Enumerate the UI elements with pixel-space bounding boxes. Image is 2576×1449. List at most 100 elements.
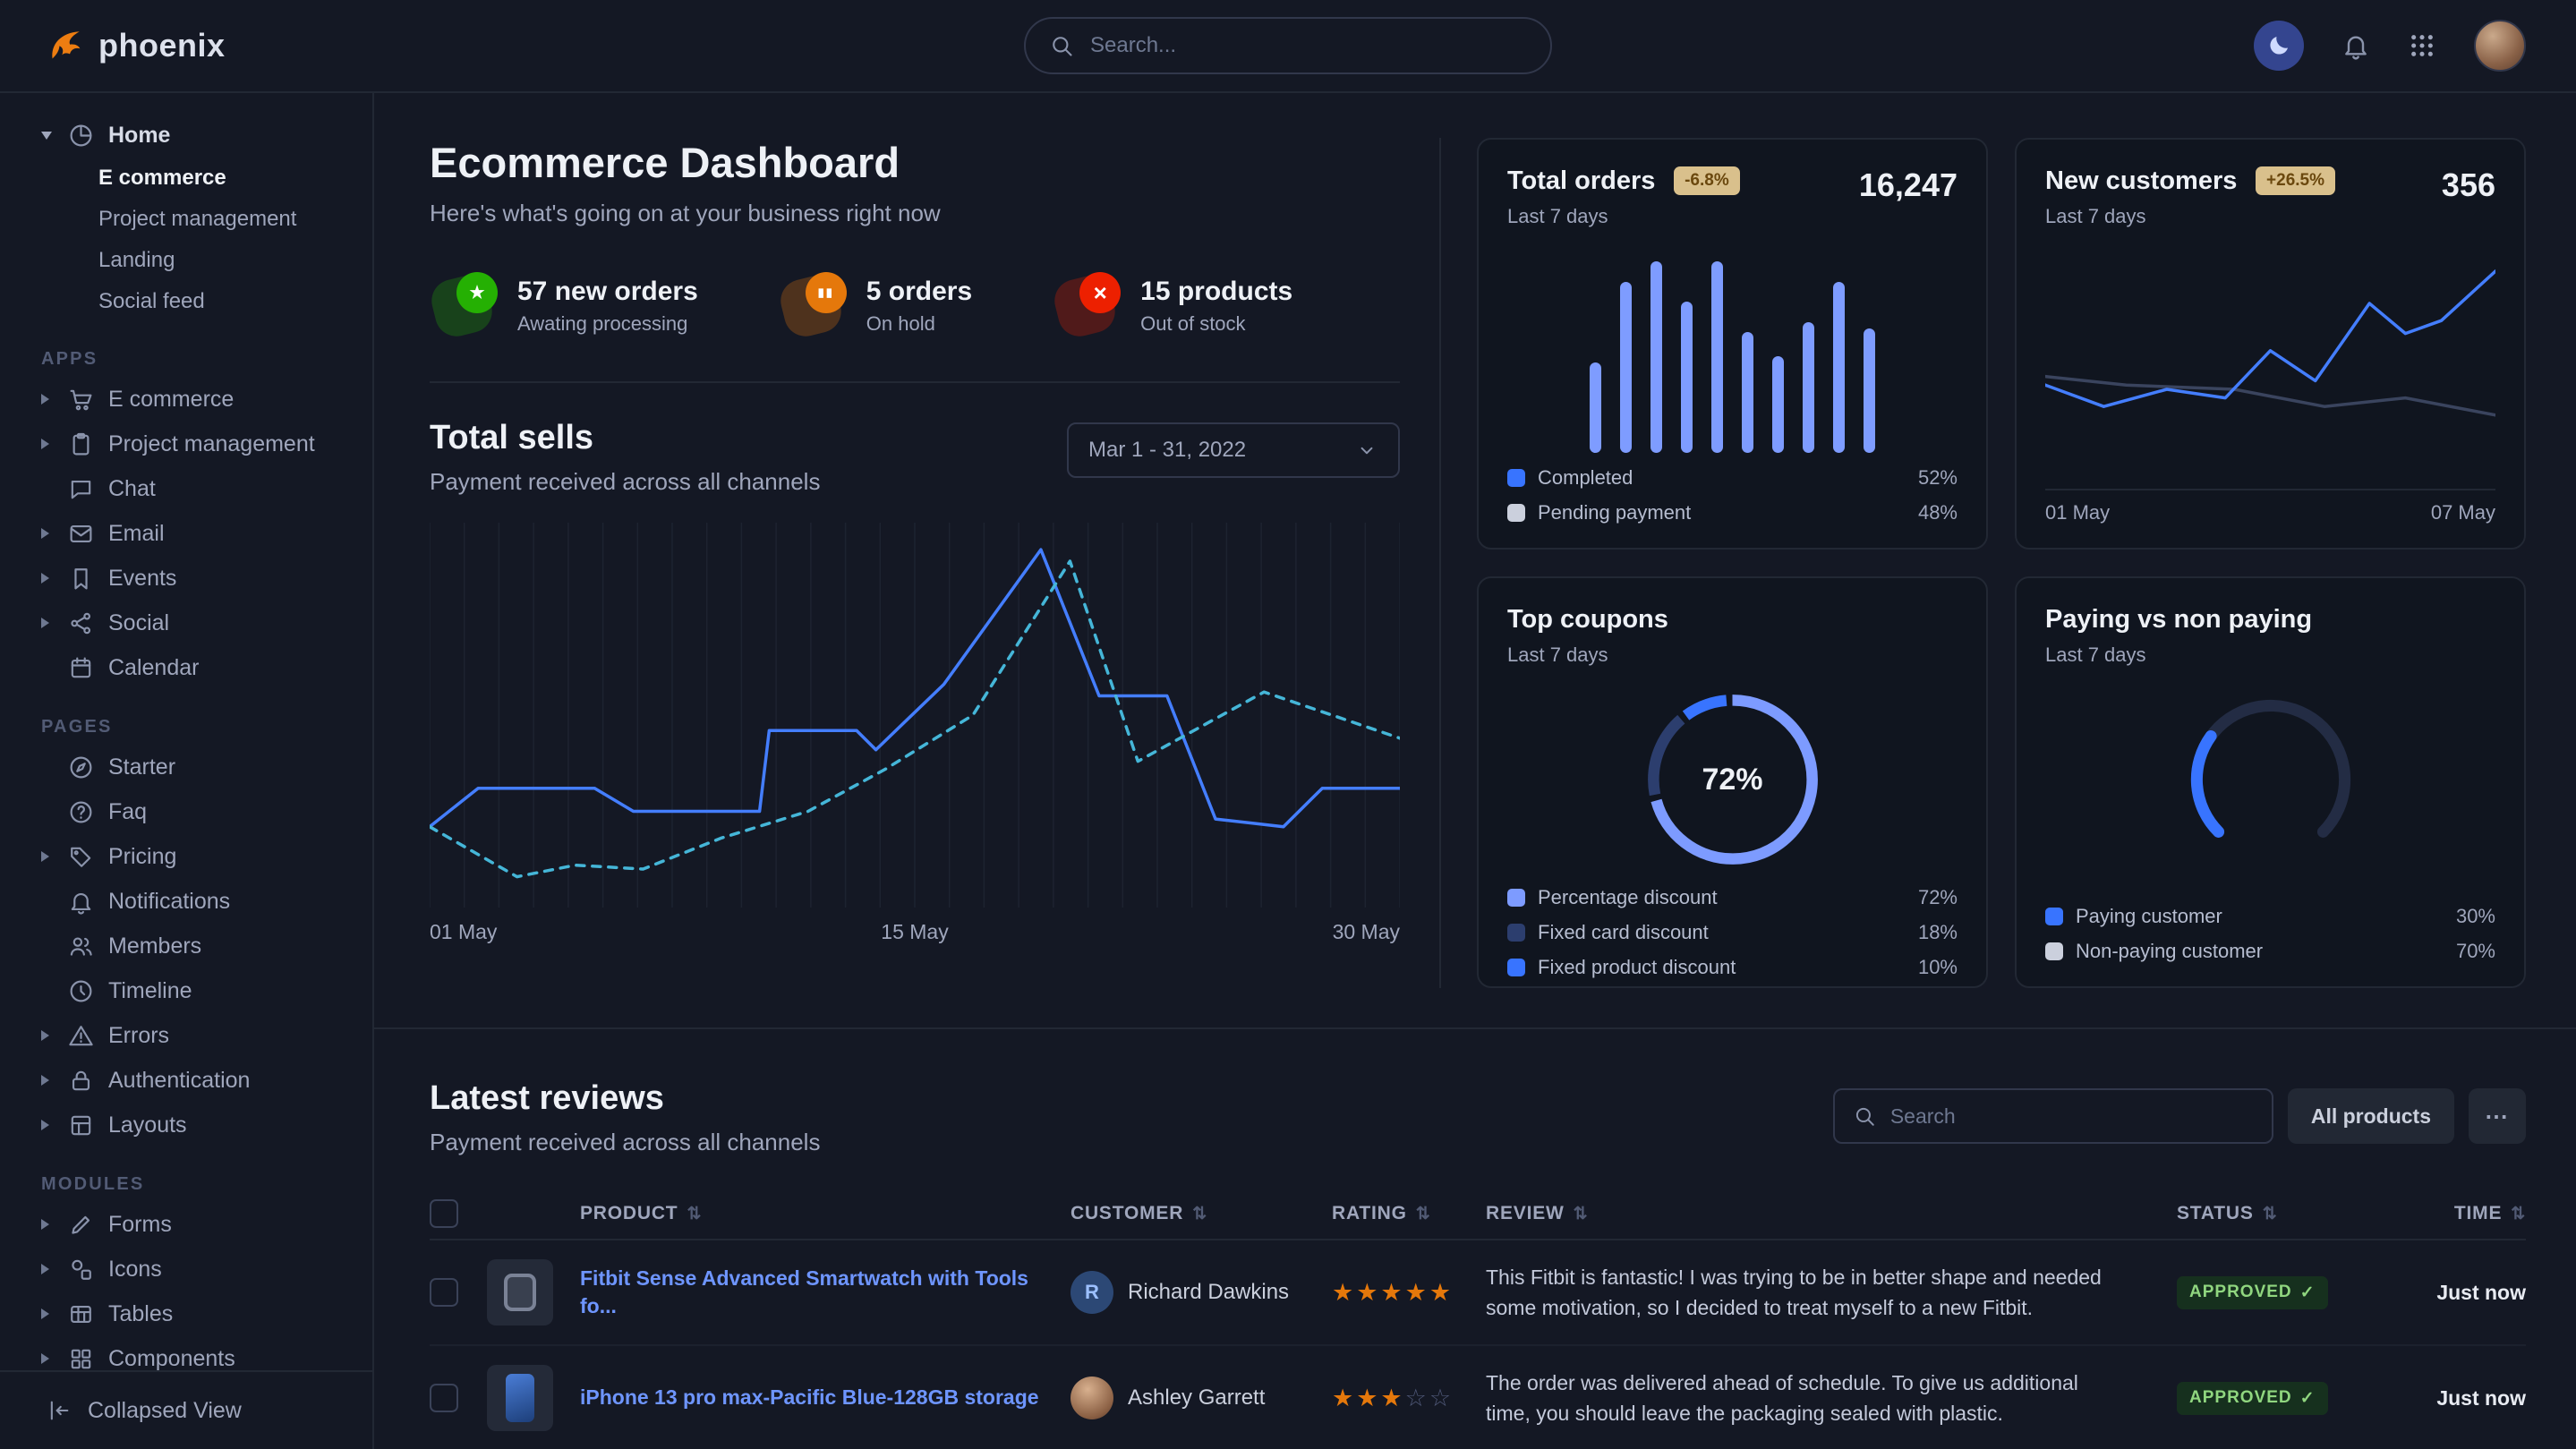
card-title: Paying vs non paying [2045,605,2312,634]
legend-item: Pending payment 48% [1507,501,1958,524]
donut-center-label: 72% [1638,685,1828,874]
card-title: Total orders [1507,166,1655,195]
brand-name: phoenix [98,27,226,64]
brand-logo[interactable]: phoenix [47,27,226,64]
tag-icon [68,844,94,870]
total-sells-x-axis: 01 May 15 May 30 May [430,920,1400,944]
total-sells-subtitle: Payment received across all channels [430,468,820,496]
apps-grid-button[interactable] [2408,31,2436,60]
sidebar-item-pricing[interactable]: Pricing [0,834,372,879]
main-content: Ecommerce Dashboard Here's what's going … [374,93,2576,1449]
card-period: Last 7 days [1507,205,1859,228]
global-search[interactable] [1024,17,1552,74]
column-product[interactable]: PRODUCT⇅ [580,1203,1070,1224]
legend-item: Non-paying customer 70% [2045,940,2495,963]
top-coupons-card: Top coupons Last 7 days 72% Percentage d… [1477,576,1988,988]
collapse-sidebar-button[interactable]: Collapsed View [0,1370,372,1449]
legend-item: Completed 52% [1507,466,1958,490]
column-review[interactable]: REVIEW⇅ [1486,1203,2177,1224]
sidebar-item-errors[interactable]: Errors [0,1013,372,1058]
section-divider [374,1027,2576,1029]
total-orders-value: 16,247 [1859,166,1958,204]
caret-right-icon [41,1308,54,1319]
caret-right-icon [41,1120,54,1130]
row-checkbox[interactable] [430,1384,458,1412]
sidebar-item-chat[interactable]: Chat [0,466,372,511]
page-subtitle: Here's what's going on at your business … [430,200,1400,227]
sidebar-item-icons[interactable]: Icons [0,1247,372,1291]
sidebar-item-ecommerce-app[interactable]: E commerce [0,377,372,422]
sidebar-item-calendar[interactable]: Calendar [0,645,372,690]
compass-icon [68,754,94,780]
total-sells-title: Total sells [430,419,820,457]
select-all-checkbox[interactable] [430,1199,458,1228]
product-link[interactable]: iPhone 13 pro max-Pacific Blue-128GB sto… [580,1384,1070,1411]
search-icon [1853,1104,1876,1128]
sidebar-item-starter[interactable]: Starter [0,745,372,789]
legend-swatch [2045,908,2063,925]
reviews-search-input[interactable] [1889,1104,2254,1129]
sidebar-item-social-feed[interactable]: Social feed [0,281,372,322]
sidebar-item-home[interactable]: Home [0,113,372,158]
sidebar-item-components[interactable]: Components [0,1336,372,1370]
sidebar-item-project-management-dashboard[interactable]: Project management [0,199,372,240]
reviews-search[interactable] [1833,1088,2273,1144]
sidebar-item-layouts[interactable]: Layouts [0,1103,372,1147]
sidebar-item-notifications[interactable]: Notifications [0,879,372,924]
column-time[interactable]: TIME⇅ [2347,1203,2526,1224]
legend-item: Fixed product discount 10% [1507,956,1958,979]
sidebar-item-events[interactable]: Events [0,556,372,601]
check-icon: ✓ [2300,1388,2316,1409]
stat-new-orders: ★ 57 new orders Awating processing [430,274,698,338]
sort-icon: ⇅ [1192,1204,1207,1224]
total-orders-bar-chart [1507,251,1958,453]
column-status[interactable]: STATUS⇅ [2177,1203,2347,1224]
customer-avatar: R [1070,1271,1113,1314]
legend-item: Percentage discount 72% [1507,886,1958,909]
all-products-button[interactable]: All products [2288,1088,2454,1144]
sidebar-item-ecommerce-dashboard[interactable]: E commerce [0,158,372,199]
help-circle-icon [68,799,94,825]
notifications-button[interactable] [2341,31,2370,60]
sort-icon: ⇅ [687,1204,702,1224]
caret-right-icon [41,528,54,539]
sidebar-item-members[interactable]: Members [0,924,372,968]
stat-orders-on-hold: ▮▮ 5 orders On hold [779,274,972,338]
theme-toggle[interactable] [2254,21,2304,71]
column-rating[interactable]: RATING⇅ [1332,1203,1486,1224]
latest-reviews-subtitle: Payment received across all channels [430,1129,820,1156]
sidebar-item-authentication[interactable]: Authentication [0,1058,372,1103]
new-customers-x-axis: 01 May 07 May [2045,489,2495,524]
date-range-select[interactable]: Mar 1 - 31, 2022 [1067,422,1400,478]
sidebar-item-email[interactable]: Email [0,511,372,556]
customer-cell: Ashley Garrett [1070,1377,1332,1419]
sidebar-item-project-management-app[interactable]: Project management [0,422,372,466]
legend-swatch [1507,469,1525,487]
bell-icon [2341,31,2370,60]
sidebar-item-landing[interactable]: Landing [0,240,372,281]
legend-swatch [2045,942,2063,960]
paying-legend: Paying customer 30% Non-paying customer … [2045,893,2495,963]
more-options-button[interactable]: ⋯ [2469,1088,2526,1144]
global-search-input[interactable] [1088,32,1527,59]
stat-value: 5 orders [866,277,972,307]
top-coupons-legend: Percentage discount 72% Fixed card disco… [1507,874,1958,979]
product-image[interactable] [487,1259,553,1325]
lock-icon [68,1068,94,1094]
change-badge: +26.5% [2256,166,2335,195]
mail-icon [68,521,94,547]
caret-right-icon [41,1353,54,1364]
row-checkbox[interactable] [430,1278,458,1307]
sidebar-item-faq[interactable]: Faq [0,789,372,834]
sidebar-item-social[interactable]: Social [0,601,372,645]
product-image[interactable] [487,1365,553,1431]
column-customer[interactable]: CUSTOMER⇅ [1070,1203,1332,1224]
product-link[interactable]: Fitbit Sense Advanced Smartwatch with To… [580,1265,1070,1320]
customer-name: Ashley Garrett [1128,1385,1265,1411]
new-customers-card: New customers +26.5% Last 7 days 356 01 … [2015,138,2526,550]
user-avatar[interactable] [2474,20,2526,72]
total-sells-line-chart [430,523,1400,908]
sidebar-item-forms[interactable]: Forms [0,1202,372,1247]
sidebar-item-tables[interactable]: Tables [0,1291,372,1336]
sidebar-item-timeline[interactable]: Timeline [0,968,372,1013]
